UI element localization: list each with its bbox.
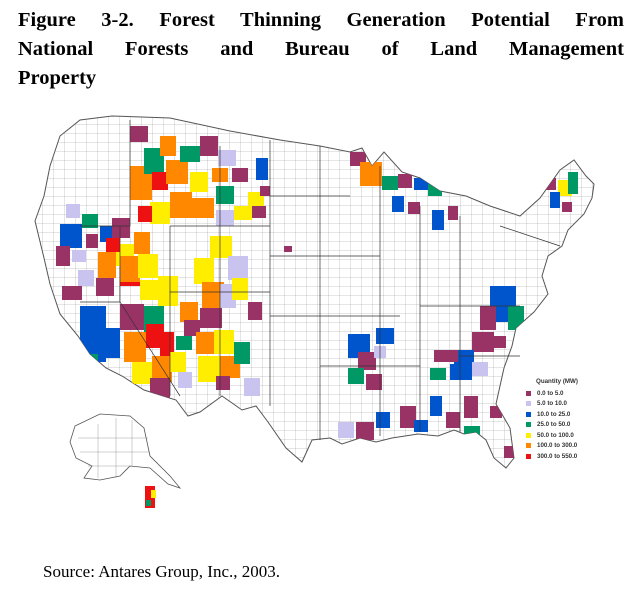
legend-swatch [526,432,531,438]
legend-swatch [526,443,531,449]
southeast-region [430,286,528,458]
central-region [284,246,428,440]
legend-label: 10.0 to 25.0 [537,410,571,418]
figure-title-line-1: Figure 3-2. Forest Thinning Generation P… [18,9,624,31]
figure-title-line-2: National Forests and Bureau of Land Mana… [18,38,624,60]
legend-item: 50.0 to 100.0 [526,430,616,441]
northeast-region [544,172,578,212]
legend-item: 5.0 to 10.0 [526,399,616,410]
legend-label: 100.0 to 300.0 [537,442,578,450]
legend-label: 5.0 to 10.0 [537,400,567,408]
legend-label: 50.0 to 100.0 [537,431,574,439]
legend-item: 300.0 to 550.0 [526,451,616,462]
legend-item: 100.0 to 300.0 [526,441,616,452]
legend-swatch [526,411,531,417]
legend-label: 25.0 to 50.0 [537,421,571,429]
us-county-map [34,115,595,508]
alaska-inset [69,413,182,508]
figure-title-line-3: Property [18,67,97,89]
legend-swatch [526,401,531,407]
legend-swatch [526,422,531,428]
legend-label: 0.0 to 5.0 [537,389,564,397]
legend-label: 300.0 to 550.0 [537,452,578,460]
map-legend: Quantity (MW) 0.0 to 5.0 5.0 to 10.0 10.0 … [526,378,616,462]
state-boundaries [80,120,561,440]
legend-swatch [526,390,531,396]
legend-items: 0.0 to 5.0 5.0 to 10.0 10.0 to 25.0 25.0 to… [526,388,616,462]
northwest-region [56,126,270,300]
source-note: Source: Antares Group, Inc., 2003. [43,562,281,581]
legend-item: 25.0 to 50.0 [526,420,616,431]
legend-item: 10.0 to 25.0 [526,409,616,420]
legend-swatch [526,453,531,459]
figure-title: Figure 3-2. Forest Thinning Generation P… [18,6,624,93]
legend-title: Quantity (MW) [536,378,578,385]
legend-item: 0.0 to 5.0 [526,388,616,399]
